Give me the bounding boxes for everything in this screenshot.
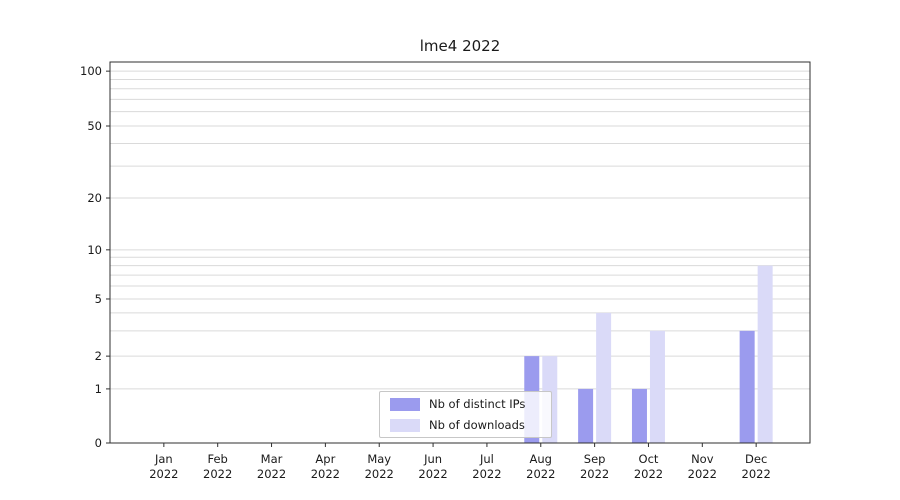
chart-title: lme4 2022 <box>420 37 501 55</box>
x-tick-label-month-may: May <box>367 452 391 466</box>
legend-item-downloads: Nb of downloads <box>390 417 541 433</box>
legend-swatch-distinct-ips <box>390 397 420 411</box>
x-tick-label-year-jul: 2022 <box>472 467 501 481</box>
x-tick-label-month-feb: Feb <box>208 452 228 466</box>
plot-border <box>109 61 811 444</box>
y-tick-label-100: 100 <box>80 64 102 78</box>
y-tick-label-2: 2 <box>95 349 102 363</box>
y-tick-label-1: 1 <box>95 382 102 396</box>
x-tick-label-month-jun: Jun <box>423 452 442 466</box>
x-tick-label-year-feb: 2022 <box>203 467 232 481</box>
bar-distinct-ips-oct <box>631 388 647 443</box>
legend-label-distinct-ips: Nb of distinct IPs <box>429 397 526 411</box>
x-tick-label-year-mar: 2022 <box>257 467 286 481</box>
bar-distinct-ips-dec <box>739 330 755 443</box>
x-tick-label-month-jul: Jul <box>479 452 494 466</box>
x-tick-label-month-apr: Apr <box>315 452 335 466</box>
y-tick-label-5: 5 <box>95 292 102 306</box>
x-tick-label-month-mar: Mar <box>261 452 283 466</box>
x-tick-label-month-oct: Oct <box>639 452 659 466</box>
bar-downloads-sep <box>596 312 612 443</box>
x-tick-label-year-oct: 2022 <box>634 467 663 481</box>
x-tick-label-year-aug: 2022 <box>526 467 555 481</box>
y-tick-label-50: 50 <box>87 119 102 133</box>
y-tick-label-10: 10 <box>87 243 102 257</box>
x-tick-label-year-nov: 2022 <box>688 467 717 481</box>
legend-item-distinct-ips: Nb of distinct IPs <box>390 396 541 412</box>
y-tick-label-0: 0 <box>95 436 102 450</box>
x-tick-label-year-jun: 2022 <box>418 467 447 481</box>
x-tick-label-month-jan: Jan <box>154 452 173 466</box>
x-tick-label-year-apr: 2022 <box>311 467 340 481</box>
bar-downloads-oct <box>649 330 665 443</box>
y-tick-label-20: 20 <box>87 191 102 205</box>
x-tick-label-month-dec: Dec <box>745 452 767 466</box>
x-tick-label-month-sep: Sep <box>584 452 606 466</box>
bar-downloads-dec <box>757 265 773 443</box>
legend-label-downloads: Nb of downloads <box>429 418 525 432</box>
x-tick-label-year-jan: 2022 <box>149 467 178 481</box>
x-tick-label-year-may: 2022 <box>365 467 394 481</box>
x-tick-label-month-nov: Nov <box>691 452 714 466</box>
x-tick-label-month-aug: Aug <box>530 452 552 466</box>
legend: Nb of distinct IPs Nb of downloads <box>379 391 552 438</box>
legend-swatch-downloads <box>390 418 420 432</box>
bar-distinct-ips-sep <box>578 388 594 443</box>
x-tick-label-year-sep: 2022 <box>580 467 609 481</box>
x-tick-label-year-dec: 2022 <box>742 467 771 481</box>
